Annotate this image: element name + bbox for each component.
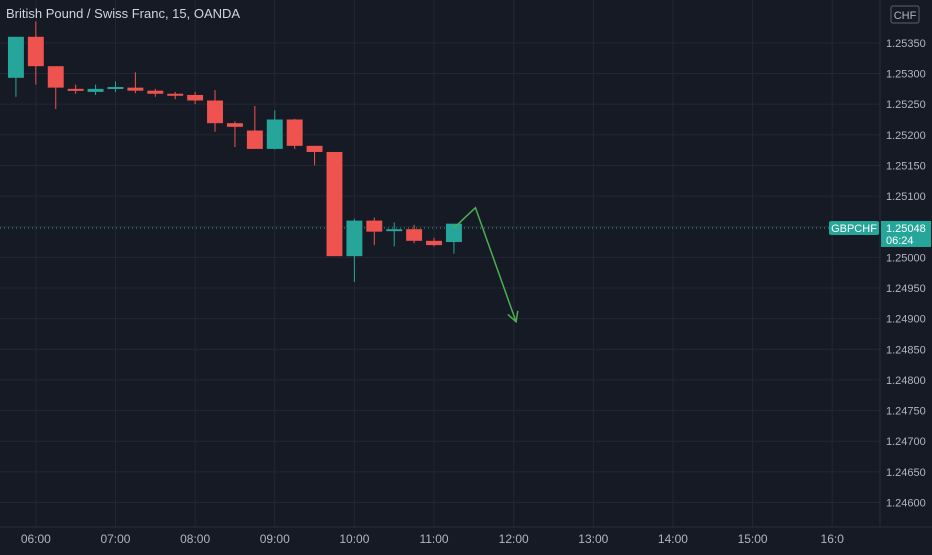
price-tick-label: 1.24950 <box>886 283 926 295</box>
last-price-tag: GBPCHF 1.25048 06:24 <box>829 220 931 247</box>
candle-bearish[interactable] <box>147 88 164 97</box>
price-tick-label: 1.25300 <box>886 69 926 81</box>
time-tick-label: 08:00 <box>180 532 210 546</box>
candle-bearish[interactable] <box>167 91 184 100</box>
candle-body <box>67 88 84 91</box>
price-tick-label: 1.25150 <box>886 160 926 172</box>
time-tick-label: 13:00 <box>578 532 608 546</box>
candle-bearish[interactable] <box>246 106 263 149</box>
candle-bullish[interactable] <box>266 110 283 150</box>
time-tick-label: 09:00 <box>260 532 290 546</box>
candle-body <box>246 130 263 149</box>
candle-body <box>127 87 144 91</box>
price-tick-label: 1.25250 <box>886 99 926 111</box>
candle-body <box>167 93 184 96</box>
price-tag-value: 1.25048 <box>886 223 926 235</box>
time-tick-label: 11:00 <box>419 532 448 546</box>
time-tick-label: 07:00 <box>100 532 130 546</box>
candle-body <box>7 36 24 78</box>
time-tick-label: 15:00 <box>738 532 768 546</box>
time-tick-label: 12:00 <box>499 532 529 546</box>
candle-bullish[interactable] <box>7 36 24 97</box>
candle-body <box>346 220 363 257</box>
candle-body <box>386 229 403 232</box>
candle-bearish[interactable] <box>27 21 44 85</box>
arrow-head <box>507 310 519 324</box>
symbol-tag: GBPCHF <box>831 223 877 235</box>
candle-body <box>27 36 44 67</box>
arrow-path[interactable] <box>453 206 517 322</box>
candle-body <box>366 220 383 232</box>
price-axis: 1.25350 1.25300 1.25250 1.25200 1.25150 1.251… <box>886 38 926 510</box>
candle-bearish[interactable] <box>127 72 144 94</box>
candle-bearish[interactable] <box>326 151 343 257</box>
candle-body <box>87 88 104 92</box>
candle-bearish[interactable] <box>207 90 223 132</box>
candle-body <box>147 90 164 94</box>
candle-bullish[interactable] <box>346 218 363 282</box>
candle-bearish[interactable] <box>366 217 383 246</box>
currency-badge[interactable]: CHF <box>890 5 920 24</box>
candles <box>7 21 462 282</box>
price-tick-label: 1.24900 <box>886 314 926 326</box>
candle-body <box>47 66 64 88</box>
price-tick-label: 1.24600 <box>886 497 926 509</box>
candle-body <box>266 119 283 149</box>
candle-bullish[interactable] <box>386 222 403 247</box>
price-tick-label: 1.24750 <box>886 406 926 418</box>
candle-body <box>226 123 243 127</box>
candle-bearish[interactable] <box>47 66 64 110</box>
time-tick-label: 10:00 <box>339 532 369 546</box>
candle-bullish[interactable] <box>87 84 104 95</box>
time-tick-label: 06:00 <box>21 532 51 546</box>
candle-bullish[interactable] <box>107 81 124 92</box>
candle-body <box>107 87 124 90</box>
candle-bearish[interactable] <box>187 91 204 105</box>
candle-body <box>306 145 323 152</box>
candle-bearish[interactable] <box>286 118 303 149</box>
candle-bearish[interactable] <box>306 145 323 166</box>
price-tag-countdown: 06:24 <box>886 235 914 247</box>
price-tick-label: 1.24850 <box>886 344 926 356</box>
candle-bearish[interactable] <box>67 84 84 94</box>
price-tick-label: 1.24700 <box>886 436 926 448</box>
arrow-annotation <box>453 206 519 324</box>
price-tick-label: 1.25350 <box>886 38 926 50</box>
price-tick-label: 1.24800 <box>886 375 926 387</box>
candle-bearish[interactable] <box>226 121 243 148</box>
candle-body <box>445 223 462 243</box>
price-tick-label: 1.24650 <box>886 467 926 479</box>
candle-body <box>406 229 423 241</box>
time-tick-label: 16:0 <box>821 532 845 546</box>
candle-bearish[interactable] <box>426 237 442 247</box>
price-tick-label: 1.25100 <box>886 191 926 203</box>
price-tick-label: 1.25200 <box>886 130 926 142</box>
time-axis: 06:00 07:00 08:00 09:00 10:00 11:00 12:00 13:00… <box>21 532 844 546</box>
grid-lines <box>0 0 880 527</box>
candle-body <box>207 100 223 124</box>
chart-title: British Pound / Swiss Franc, 15, OANDA <box>6 6 240 21</box>
candle-bullish[interactable] <box>445 223 462 254</box>
currency-badge-label: CHF <box>894 10 917 22</box>
candle-bearish[interactable] <box>406 224 423 244</box>
price-tick-label: 1.25000 <box>886 252 926 264</box>
candle-body <box>326 151 343 257</box>
candle-body <box>187 94 204 101</box>
candle-body <box>286 119 303 146</box>
candle-body <box>426 240 442 246</box>
time-tick-label: 14:00 <box>658 532 688 546</box>
